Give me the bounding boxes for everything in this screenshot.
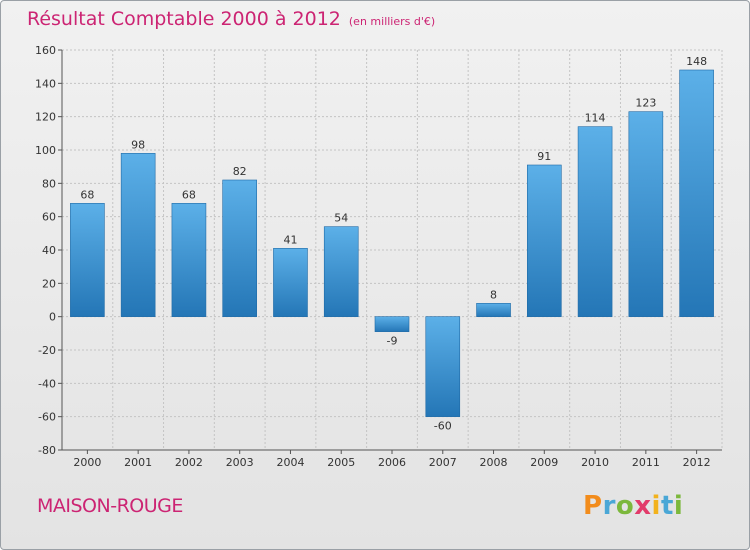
bar	[679, 69, 714, 317]
logo-letter: P	[583, 491, 603, 521]
bar-layer	[70, 69, 714, 417]
x-tick-label: 2011	[632, 456, 660, 469]
bar	[323, 226, 359, 317]
logo-letter: x	[634, 491, 652, 521]
location-name: MAISON-ROUGE	[37, 495, 183, 517]
x-tick-label: 2001	[124, 456, 152, 469]
data-label: 82	[233, 165, 247, 178]
data-label: -60	[434, 420, 452, 433]
bar	[425, 316, 461, 417]
data-label: 8	[490, 288, 497, 301]
proxiti-logo: Proxiti	[583, 491, 683, 521]
chart-title: Résultat Comptable 2000 à 2012 (en millie…	[27, 8, 435, 30]
y-tick-label: 80	[42, 177, 56, 190]
x-tick-label: 2009	[530, 456, 558, 469]
label-layer: 68 98 68 82 41 54 -9 -60 8 91 114 123 148	[80, 55, 707, 433]
logo-letter: i	[673, 491, 684, 521]
data-label: 148	[686, 55, 707, 68]
grid-layer	[61, 49, 723, 451]
logo-letter: o	[615, 491, 635, 521]
data-label: 68	[80, 188, 94, 201]
logo-letter: t	[660, 491, 674, 521]
bar	[171, 203, 207, 317]
bar	[476, 303, 511, 317]
x-tick-label: 2006	[378, 456, 406, 469]
y-tick-label: 100	[35, 144, 56, 157]
x-tick-label: 2008	[480, 456, 508, 469]
y-tick-label: -40	[38, 377, 56, 390]
x-tick-label: 2004	[276, 456, 304, 469]
title-text: Résultat Comptable 2000 à 2012	[27, 8, 341, 30]
bar	[374, 316, 410, 332]
unit-subtitle: (en milliers d'€)	[348, 15, 436, 28]
y-tick-label: -20	[38, 344, 56, 357]
data-label: 98	[131, 138, 145, 151]
data-label: 68	[182, 188, 196, 201]
axis-layer: -80 -60 -40 -20 0 20 40 60 80 100 120 140 160 2000 200…	[35, 44, 722, 469]
y-tick-label: 140	[35, 77, 56, 90]
y-tick-label: 120	[35, 111, 56, 124]
x-tick-label: 2010	[581, 456, 609, 469]
data-label: 123	[635, 97, 656, 110]
bar	[222, 179, 257, 317]
y-tick-label: 60	[42, 211, 56, 224]
x-tick-label: 2003	[226, 456, 254, 469]
data-label: 114	[585, 112, 606, 125]
x-tick-label: 2007	[429, 456, 457, 469]
bar	[273, 248, 308, 317]
x-tick-label: 2002	[175, 456, 203, 469]
logo-letter: i	[651, 491, 661, 521]
y-tick-label: -80	[38, 444, 56, 457]
data-label: 41	[283, 233, 297, 246]
bar	[527, 164, 562, 317]
data-label: 54	[334, 212, 348, 225]
data-label: 91	[537, 150, 551, 163]
y-tick-label: -60	[38, 411, 56, 424]
x-tick-label: 2012	[683, 456, 711, 469]
y-tick-label: 20	[42, 277, 56, 290]
bar	[120, 153, 156, 317]
logo-letter: r	[602, 491, 616, 521]
x-tick-label: 2000	[73, 456, 101, 469]
y-tick-label: 160	[35, 44, 56, 57]
bar	[70, 203, 105, 317]
y-tick-label: 0	[49, 311, 56, 324]
bar	[577, 126, 613, 317]
y-tick-label: 40	[42, 244, 56, 257]
x-tick-label: 2005	[327, 456, 355, 469]
data-label: -9	[387, 335, 398, 348]
bar	[628, 111, 664, 317]
